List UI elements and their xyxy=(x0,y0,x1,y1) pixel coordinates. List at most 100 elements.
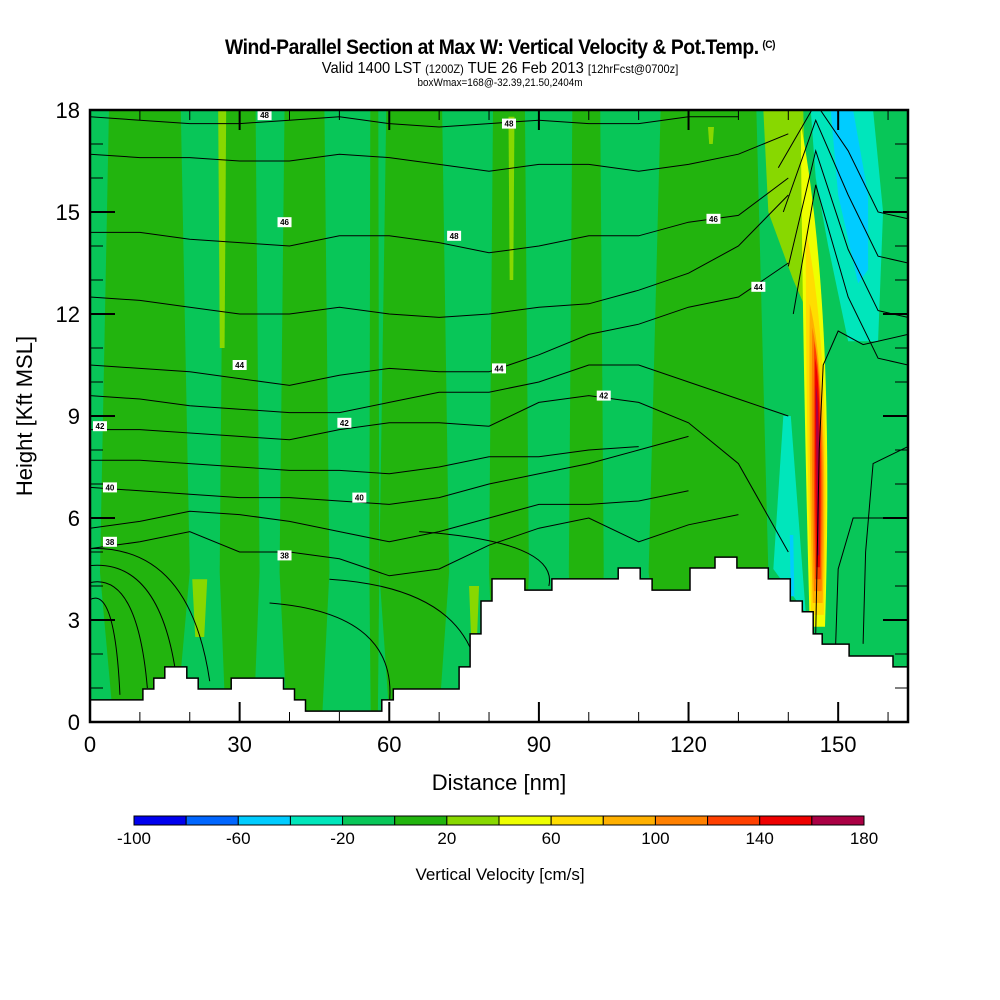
contour-label: 42 xyxy=(340,419,349,428)
contour-label: 42 xyxy=(96,422,105,431)
theta-contour-38 xyxy=(90,514,739,577)
low-contour xyxy=(90,597,121,695)
x-tick-label: 120 xyxy=(670,732,707,757)
theta-contour-46 xyxy=(90,177,789,254)
colorbar-swatch xyxy=(550,815,604,826)
terrain xyxy=(90,556,908,722)
x-tick-label: 150 xyxy=(820,732,857,757)
right-contour xyxy=(862,446,908,644)
contour-label: 38 xyxy=(105,538,114,547)
mid-contour xyxy=(419,531,551,587)
chart-title: Wind-Parallel Section at Max W: Vertical… xyxy=(40,36,960,60)
colorbar: -100 -60 -20 20 60 100 140 180 xyxy=(117,815,878,848)
chart-subtitle: Valid 1400 LST (1200Z) TUE 26 Feb 2013 [… xyxy=(40,60,960,78)
colorbar-tick-label: -20 xyxy=(330,829,355,848)
colorbar-swatch xyxy=(759,815,813,826)
colorbar-tick-label: -100 xyxy=(117,829,151,848)
contour-label: 46 xyxy=(709,215,718,224)
theta-contour-40 xyxy=(90,435,689,505)
contour-label: 40 xyxy=(355,494,364,503)
contour-label-bg xyxy=(92,421,107,432)
x-tick-label: 60 xyxy=(377,732,401,757)
colorbar-swatch xyxy=(342,815,396,826)
colorbar-tick-label: -60 xyxy=(226,829,251,848)
field-streak xyxy=(707,127,714,144)
bent-contour xyxy=(792,184,908,366)
colorbar-tick-label: 180 xyxy=(850,829,878,848)
field-streak xyxy=(469,586,480,637)
contour-label-bg xyxy=(102,482,117,493)
colorbar-swatch xyxy=(811,815,865,826)
theta-contour-41 xyxy=(90,446,639,475)
field-band xyxy=(279,110,330,722)
contour-label: 48 xyxy=(260,111,269,120)
theta-contour-45 xyxy=(90,194,789,318)
x-tick-label: 30 xyxy=(227,732,251,757)
valid-utc: (1200Z) xyxy=(425,62,464,76)
terrain-profile xyxy=(90,556,908,722)
low-downdraft-teal xyxy=(773,416,806,614)
theta-contour-44 xyxy=(90,262,789,386)
contour-label: 48 xyxy=(505,120,514,129)
field-band xyxy=(369,110,380,722)
right-contour xyxy=(835,517,908,644)
contour-label-bg xyxy=(232,360,247,370)
contour-label-bg xyxy=(277,550,292,561)
contour-label-bg xyxy=(352,492,367,503)
colorbar-swatch xyxy=(602,815,656,826)
low-contour xyxy=(90,548,211,682)
contour-label-bg xyxy=(596,390,611,401)
contour-label-bg xyxy=(751,281,766,292)
contour-label-bg xyxy=(492,363,506,374)
field-band xyxy=(568,110,604,722)
theta-contour-42 xyxy=(90,395,789,553)
field-streak xyxy=(192,579,208,637)
contour-label: 44 xyxy=(495,364,504,373)
colorbar-swatch xyxy=(289,815,344,826)
colorbar-tick-label: 100 xyxy=(641,829,669,848)
y-tick-label: 3 xyxy=(68,608,80,633)
contour-label: 48 xyxy=(450,232,459,241)
theta-contour-48 xyxy=(90,116,739,128)
contour-labels: 48 48 46 48 46 44 44 44 42 42 42 40 40 38 38 xyxy=(92,110,766,561)
y-tick-label: 15 xyxy=(56,200,80,225)
theta-contours xyxy=(90,110,908,709)
field-streak xyxy=(218,110,227,348)
contour-label: 40 xyxy=(105,483,114,492)
colorbar-swatch xyxy=(654,815,709,826)
bent-contour xyxy=(777,110,908,220)
copyright-mark: (C) xyxy=(762,39,775,51)
colorbar-tick-label: 60 xyxy=(542,829,561,848)
contour-label-bg xyxy=(337,417,352,428)
contour-label: 38 xyxy=(280,551,289,560)
y-axis-label: Height [Kft MSL] xyxy=(12,336,37,496)
x-axis-label: Distance [nm] xyxy=(432,770,567,795)
valid-date: TUE 26 Feb 2013 xyxy=(467,60,584,77)
theta-contour-43 xyxy=(90,364,789,417)
contour-label-bg xyxy=(501,118,516,129)
theta-contour-47 xyxy=(90,133,789,172)
weak-updraft-region xyxy=(763,110,809,314)
forecast-info: [12hrFcst@0700z] xyxy=(587,62,679,76)
low-contour xyxy=(90,581,148,689)
low-contour xyxy=(90,564,178,685)
contour-label: 44 xyxy=(754,283,763,292)
colorbar-tick-label: 140 xyxy=(746,829,774,848)
colorbar-swatch xyxy=(237,815,291,826)
field-band xyxy=(99,110,190,722)
field-band xyxy=(219,110,260,722)
box-info: boxWmax=168@-32.39,21.50,2404m xyxy=(417,77,583,89)
bent-contour xyxy=(782,118,908,264)
colorbar-swatch xyxy=(498,815,552,826)
y-tick-label: 18 xyxy=(56,98,80,123)
theta-contour-39 xyxy=(90,490,689,543)
valid-time: Valid 1400 LST xyxy=(321,60,422,77)
title-text: Wind-Parallel Section at Max W: Vertical… xyxy=(225,36,759,59)
updraft-contour xyxy=(815,330,908,634)
contour-label-bg xyxy=(257,110,272,121)
contour-label: 46 xyxy=(280,218,289,227)
y-tick-label: 12 xyxy=(56,302,80,327)
colorbar-swatch xyxy=(707,815,761,826)
colorbar-label: Vertical Velocity [cm/s] xyxy=(415,865,584,884)
